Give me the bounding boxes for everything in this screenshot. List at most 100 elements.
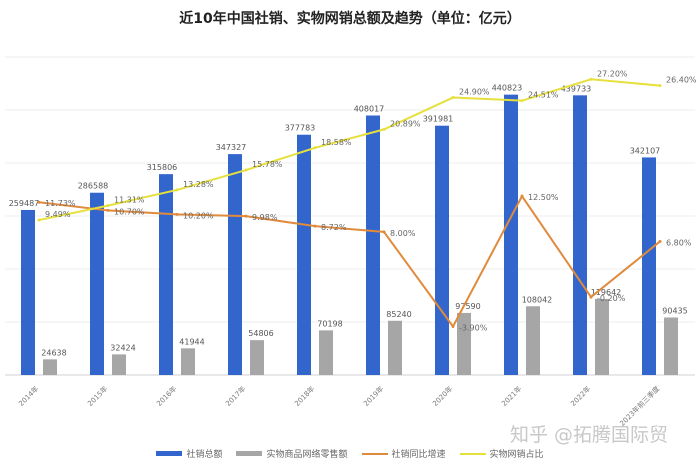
line-point xyxy=(451,96,455,100)
line-data-label: 12.50% xyxy=(528,193,559,202)
data-label: 85240 xyxy=(386,310,411,319)
data-label: 108042 xyxy=(522,295,553,304)
line-point xyxy=(658,84,662,88)
data-label: 119642 xyxy=(591,288,622,297)
legend-swatch xyxy=(459,452,486,455)
line-data-label: 8.00% xyxy=(390,229,416,238)
data-label: 97590 xyxy=(455,302,480,311)
line-point xyxy=(589,77,593,81)
line-point xyxy=(244,214,248,218)
bar-online xyxy=(250,340,264,375)
x-tick-label: 2022年 xyxy=(568,384,592,408)
x-tick-label: 2017年 xyxy=(223,384,247,408)
line-point xyxy=(313,224,317,228)
line-data-label: 9.98% xyxy=(252,213,278,222)
x-tick-label: 2020年 xyxy=(430,384,454,408)
line-data-label: 9.49% xyxy=(45,210,71,219)
legend-swatch xyxy=(156,451,183,456)
data-label: 286588 xyxy=(78,182,109,191)
line-data-label: 26.40% xyxy=(666,76,697,85)
data-label: 41944 xyxy=(179,337,204,346)
line-data-label: 15.78% xyxy=(252,160,283,169)
line-data-label: 20.89% xyxy=(390,119,421,128)
bar-online xyxy=(595,298,609,375)
line-data-label: 24.90% xyxy=(459,88,490,97)
data-label: 90435 xyxy=(662,306,687,315)
bar-total xyxy=(297,134,311,375)
data-label: 259487 xyxy=(9,199,40,208)
data-label: 347327 xyxy=(216,143,247,152)
line-point xyxy=(520,194,524,198)
data-label: 315806 xyxy=(147,163,178,172)
legend-label: 实物商品网络零售额 xyxy=(266,450,348,460)
x-tick-label: 2014年 xyxy=(16,384,40,408)
data-label: 70198 xyxy=(317,319,342,328)
legend-item-online: 实物商品网络零售额 xyxy=(236,447,348,460)
legend-label: 社销同比增速 xyxy=(391,450,446,460)
x-tick-label: 2019年 xyxy=(361,384,385,408)
data-label: 439733 xyxy=(561,84,592,93)
line-data-label: 10.20% xyxy=(183,211,214,220)
line-data-label: 11.31% xyxy=(114,196,145,205)
bar-total xyxy=(90,192,104,375)
line-growth xyxy=(38,194,661,329)
bar-total xyxy=(504,94,518,376)
bar-online xyxy=(457,312,471,375)
line-point xyxy=(451,325,455,329)
line-point xyxy=(37,218,41,222)
line-point xyxy=(175,212,179,216)
data-label: 54806 xyxy=(248,329,273,338)
data-label: 440823 xyxy=(492,84,523,93)
data-label: 32424 xyxy=(110,343,135,352)
legend-item-growth: 社销同比增速 xyxy=(361,447,446,460)
line-data-label: 27.20% xyxy=(597,69,628,78)
x-tick-label: 2018年 xyxy=(292,384,316,408)
legend-label: 社销总额 xyxy=(186,450,223,460)
bar-online xyxy=(43,359,57,375)
line-data-label: -0.20% xyxy=(597,294,626,303)
watermark: 知乎 @拓腾国际贸 xyxy=(510,424,669,446)
data-label: 342107 xyxy=(630,146,661,155)
legend-item-share: 实物网销占比 xyxy=(459,447,544,460)
bar-online xyxy=(112,354,126,375)
data-label: 408017 xyxy=(354,105,385,114)
bar-online xyxy=(388,320,402,375)
bar-total xyxy=(573,95,587,376)
line-point xyxy=(175,188,179,192)
legend-item-total: 社销总额 xyxy=(156,447,222,460)
x-tick-label: 2016年 xyxy=(154,384,178,408)
line-point xyxy=(37,200,41,204)
line-point xyxy=(106,204,110,208)
legend-label: 实物网销占比 xyxy=(489,450,544,460)
line-data-label: 10.70% xyxy=(114,207,145,216)
line-data-label: 6.80% xyxy=(666,238,692,247)
data-label: 391981 xyxy=(423,115,454,124)
legend: 社销总额 实物商品网络零售额 社销同比增速 实物网销占比 xyxy=(0,447,700,460)
bar-total xyxy=(642,157,656,375)
line-point xyxy=(658,239,662,243)
line-point xyxy=(106,208,110,212)
line-point xyxy=(382,230,386,234)
line-point xyxy=(520,99,524,103)
line-data-label: -3.90% xyxy=(459,324,488,333)
line-data-label: 13.28% xyxy=(183,180,214,189)
x-tick-label: 2015年 xyxy=(85,384,109,408)
bar-total xyxy=(159,174,173,375)
legend-swatch xyxy=(361,452,388,455)
line-data-label: 18.58% xyxy=(321,138,352,147)
bar-total xyxy=(228,154,242,375)
bar-online xyxy=(526,306,540,375)
line-data-label: 24.51% xyxy=(528,91,559,100)
line-point xyxy=(382,127,386,131)
bar-total xyxy=(435,125,449,376)
bar-total xyxy=(21,209,35,375)
line-data-label: 11.73% xyxy=(45,199,76,208)
bar-online xyxy=(664,317,678,375)
legend-swatch xyxy=(236,451,263,456)
data-label: 24638 xyxy=(41,348,66,357)
line-point xyxy=(313,146,317,150)
data-label: 377783 xyxy=(285,124,316,133)
line-point xyxy=(589,295,593,299)
line-data-label: 8.72% xyxy=(321,223,347,232)
